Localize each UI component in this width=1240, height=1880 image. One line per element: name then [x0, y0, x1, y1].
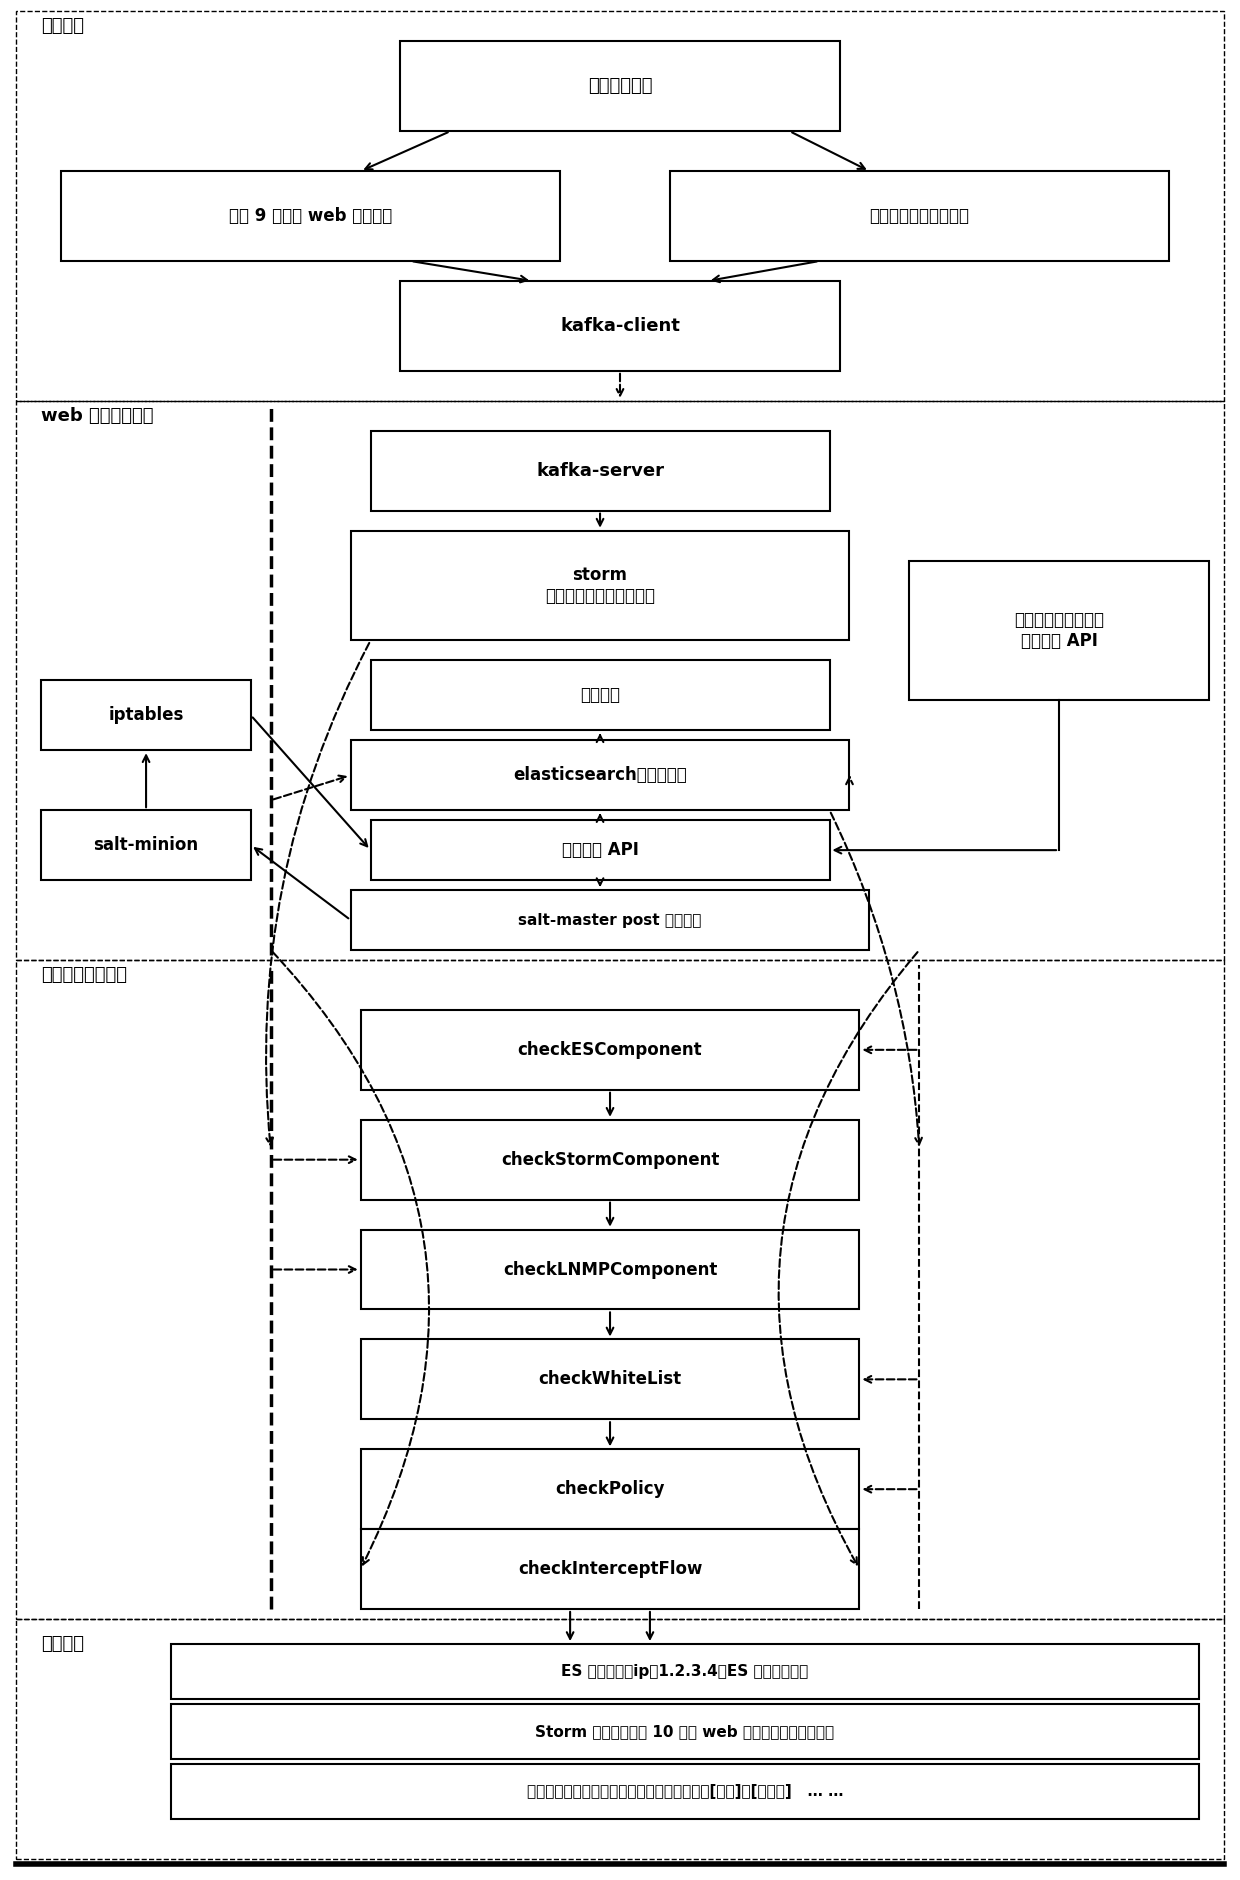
- Text: web 攻击防御系统: web 攻击防御系统: [41, 406, 154, 425]
- Bar: [361, 1528, 859, 1609]
- Bar: [371, 431, 830, 511]
- Text: elasticsearch（存储数据: elasticsearch（存储数据: [513, 767, 687, 784]
- Bar: [16, 961, 1224, 1619]
- Text: ES 组件异常：ip：1.2.3.4，ES 组件无法连接: ES 组件异常：ip：1.2.3.4，ES 组件无法连接: [562, 1664, 808, 1679]
- Bar: [909, 560, 1209, 701]
- Text: checkWhiteList: checkWhiteList: [538, 1371, 682, 1387]
- Bar: [171, 1643, 1199, 1700]
- Bar: [16, 11, 1224, 400]
- Text: 威胁上报 API: 威胁上报 API: [562, 840, 639, 859]
- Bar: [361, 1230, 859, 1310]
- Bar: [351, 741, 849, 810]
- Text: 用户行为画像记录，
信用污点 API: 用户行为画像记录， 信用污点 API: [1014, 611, 1104, 650]
- Text: checkLNMPComponent: checkLNMPComponent: [503, 1260, 717, 1278]
- Text: checkInterceptFlow: checkInterceptFlow: [518, 1560, 702, 1577]
- Bar: [16, 400, 1224, 961]
- Bar: [371, 660, 830, 729]
- Bar: [361, 1339, 859, 1419]
- Text: storm
（日志实时分析系统和算: storm （日志实时分析系统和算: [546, 566, 655, 605]
- Bar: [171, 1703, 1199, 1760]
- Text: kafka-client: kafka-client: [560, 318, 680, 335]
- Bar: [401, 41, 839, 132]
- Text: salt-minion: salt-minion: [93, 837, 198, 854]
- Bar: [371, 820, 830, 880]
- Text: salt-master post 威胁数据: salt-master post 威胁数据: [518, 912, 702, 927]
- Text: checkPolicy: checkPolicy: [556, 1480, 665, 1498]
- Text: kafka-server: kafka-server: [536, 462, 665, 479]
- Bar: [16, 1619, 1224, 1859]
- Text: 组件健康状态监测: 组件健康状态监测: [41, 966, 128, 983]
- Text: checkESComponent: checkESComponent: [518, 1042, 702, 1058]
- Text: 默认原始日志: 默认原始日志: [588, 77, 652, 96]
- Text: 日志系统: 日志系统: [41, 17, 84, 36]
- Bar: [41, 810, 250, 880]
- Bar: [351, 530, 849, 641]
- Bar: [41, 681, 250, 750]
- Bar: [670, 171, 1169, 261]
- Text: 微信告警: 微信告警: [41, 1636, 84, 1653]
- Text: Storm 组件异常：近 10 分钟 web 攻击防御系统整体没有: Storm 组件异常：近 10 分钟 web 攻击防御系统整体没有: [536, 1724, 835, 1739]
- Text: iptables: iptables: [108, 707, 184, 724]
- Text: 前端展示: 前端展示: [580, 686, 620, 705]
- Text: 模拟 9 种常见 web 攻击日志: 模拟 9 种常见 web 攻击日志: [229, 207, 392, 226]
- Bar: [401, 280, 839, 370]
- Text: 攻击原因检测：有以下攻击原因没有被识别：[爬虫]、[刷单类]   … …: 攻击原因检测：有以下攻击原因没有被识别：[爬虫]、[刷单类] … …: [527, 1784, 843, 1799]
- Text: checkStormComponent: checkStormComponent: [501, 1151, 719, 1169]
- Text: 模拟用户正常访问日志: 模拟用户正常访问日志: [869, 207, 970, 226]
- Bar: [61, 171, 560, 261]
- Bar: [171, 1763, 1199, 1818]
- Bar: [351, 889, 869, 949]
- Bar: [361, 1120, 859, 1199]
- Bar: [361, 1010, 859, 1090]
- Bar: [361, 1449, 859, 1528]
